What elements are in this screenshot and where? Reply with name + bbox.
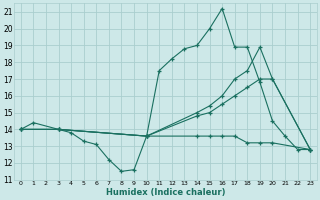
X-axis label: Humidex (Indice chaleur): Humidex (Indice chaleur) [106, 188, 225, 197]
